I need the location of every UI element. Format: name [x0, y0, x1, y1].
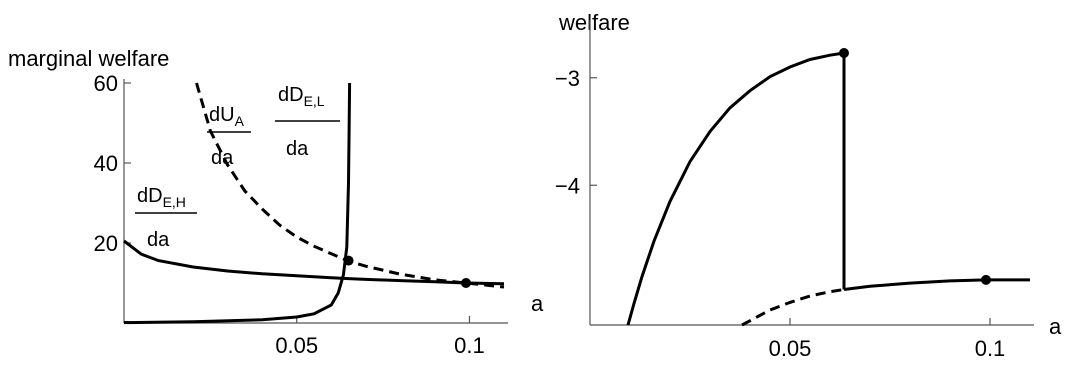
svg-text:dUA: dUA — [209, 104, 245, 129]
svg-text:dDE,H: dDE,H — [137, 185, 186, 210]
right-series-4-line — [741, 288, 845, 327]
welfare-chart: welfare a 0.05 0.1 −4 −3 — [555, 10, 1062, 361]
left-y-tick-label: 40 — [94, 151, 118, 176]
right-x-tick-label: 0.05 — [769, 336, 812, 361]
annotation-dDEL-subscript: E,L — [304, 93, 325, 109]
left-y-tick-label: 60 — [94, 71, 118, 96]
annotation-dDEH-denominator: da — [147, 229, 170, 251]
annotation-dDEH-numerator: dD — [137, 185, 163, 207]
left-marker-point — [461, 278, 471, 288]
left-x-tick-label: 0.05 — [275, 333, 318, 358]
annotation-dDEH-subscript: E,H — [163, 194, 186, 210]
right-series-3-line — [843, 278, 1030, 291]
right-x-tick-label: 0.1 — [975, 336, 1006, 361]
right-marker-point — [839, 48, 849, 59]
annotation-dUA-denominator: da — [211, 147, 234, 169]
left-x-axis-label: a — [531, 291, 544, 316]
svg-text:dDE,L: dDE,L — [278, 84, 325, 109]
marginal-welfare-chart: marginal welfare a dDE,H da dUA da dDE,L… — [8, 46, 544, 358]
left-y-tick-label: 20 — [94, 231, 118, 256]
annotation-dDEL-da: dDE,L da — [275, 84, 340, 160]
right-x-axis-label: a — [1049, 314, 1062, 339]
right-y-tick-label: −4 — [555, 173, 580, 198]
annotation-dDEL-denominator: da — [286, 138, 309, 160]
right-marker-point — [981, 274, 991, 285]
annotation-dDEH-da: dDE,H da — [135, 185, 197, 251]
left-series-2-line — [195, 82, 505, 289]
left-marker-point — [343, 255, 354, 266]
right-y-tick-label: −3 — [555, 66, 580, 91]
left-x-tick-label: 0.1 — [454, 333, 485, 358]
right-y-axis-label: welfare — [558, 10, 630, 35]
left-y-axis-label: marginal welfare — [8, 46, 169, 71]
annotation-dUA-subscript: A — [235, 113, 245, 129]
annotation-dUA-numerator: dU — [209, 104, 235, 126]
annotation-dDEL-numerator: dD — [278, 84, 304, 106]
right-series-1-line — [626, 51, 845, 326]
left-series-1-line — [123, 239, 505, 286]
left-series-3-line — [123, 82, 352, 325]
